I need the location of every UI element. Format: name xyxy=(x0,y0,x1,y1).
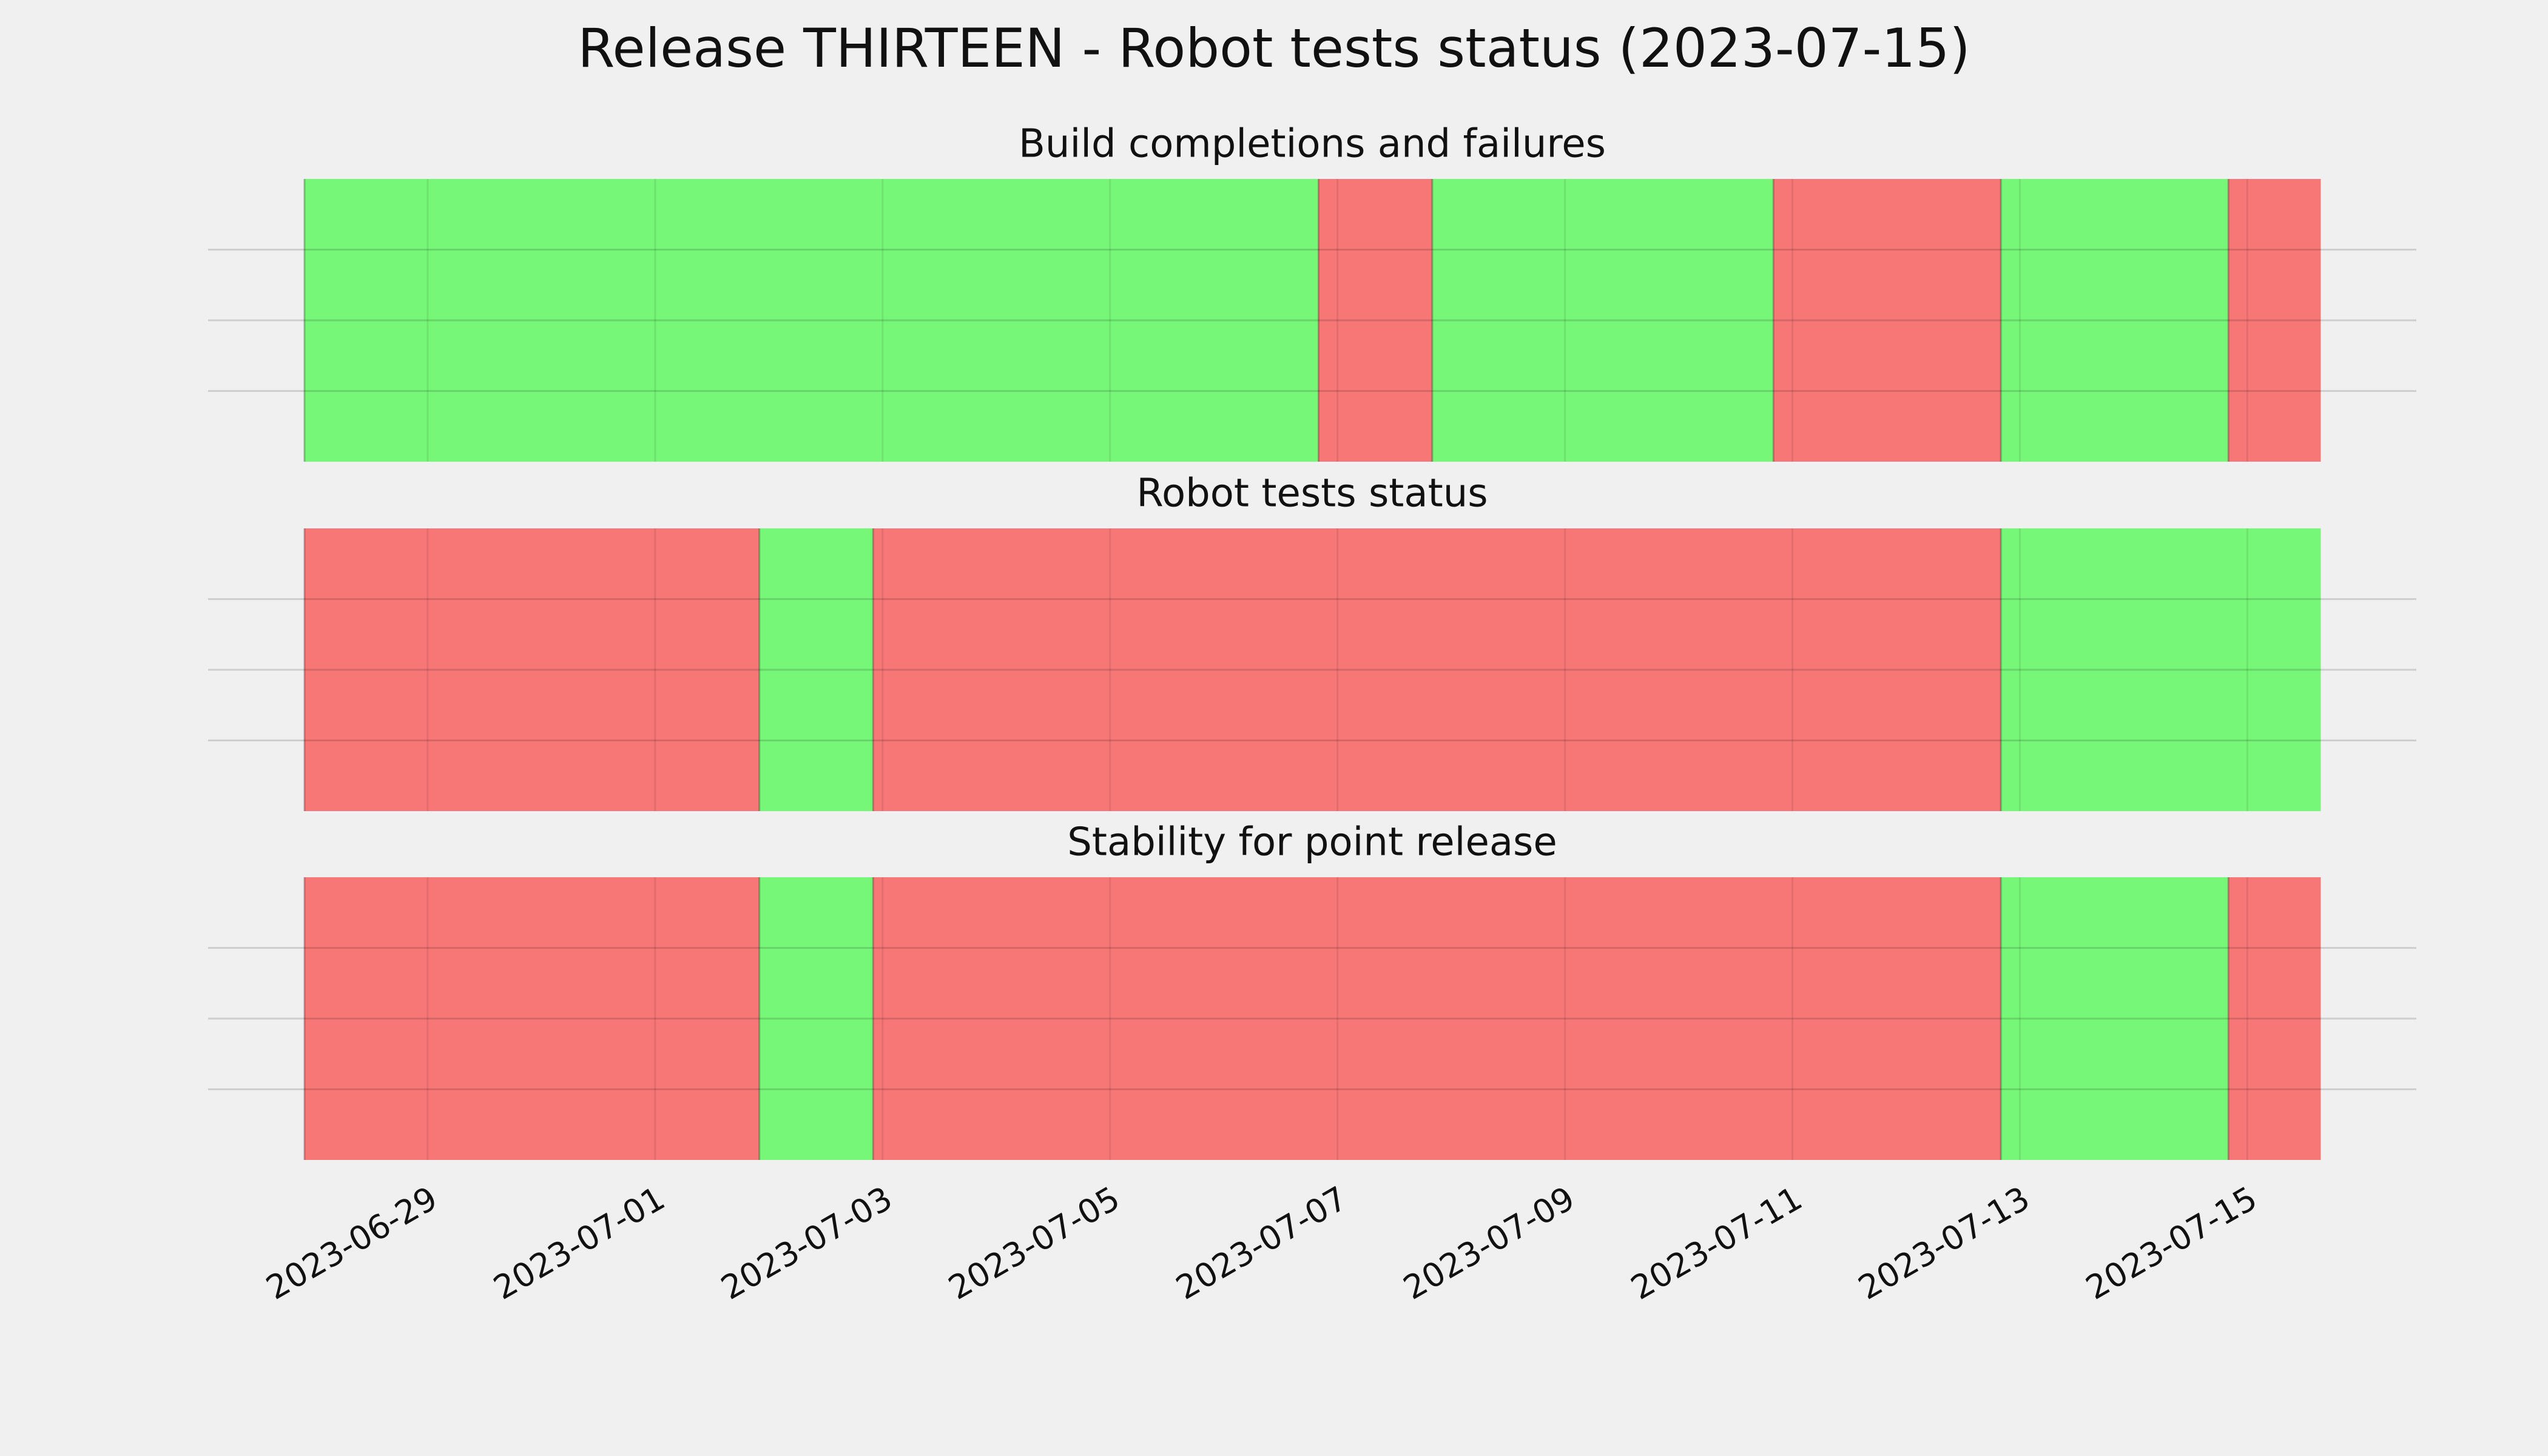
status-segment xyxy=(2001,179,2229,462)
status-segment xyxy=(873,877,2001,1160)
status-segment xyxy=(304,528,760,811)
status-segment xyxy=(759,877,874,1160)
panel-title: Build completions and failures xyxy=(1019,122,1606,167)
status-segment xyxy=(1432,179,1774,462)
panel-title: Robot tests status xyxy=(1136,471,1488,516)
panel-title: Stability for point release xyxy=(1067,820,1557,865)
status-segment xyxy=(2001,528,2321,811)
status-segment xyxy=(2001,877,2229,1160)
status-segment xyxy=(2228,179,2321,462)
status-segment xyxy=(759,528,874,811)
status-segment xyxy=(1318,179,1432,462)
status-segment xyxy=(873,528,2001,811)
chart-title: Release THIRTEEN - Robot tests status (2… xyxy=(578,17,1970,79)
status-segment xyxy=(304,877,760,1160)
status-segment xyxy=(1773,179,2001,462)
status-segment xyxy=(2228,877,2321,1160)
status-segment xyxy=(304,179,1319,462)
